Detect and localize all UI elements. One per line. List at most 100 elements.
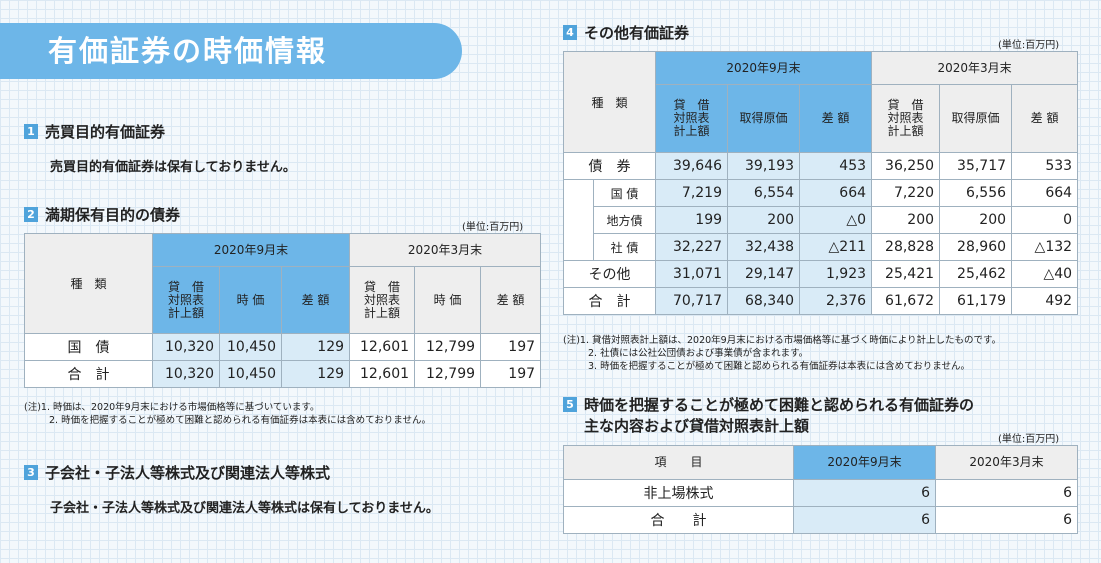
note-line: 3. 時価を把握することが極めて困難と認められる有価証券は本表には含めておりませ… — [588, 361, 971, 372]
notes: (注)1. 貸借対照表計上額は、2020年9月末における市場価格等に基づく時価に… — [563, 334, 1001, 373]
cell: 6 — [793, 479, 936, 507]
cell: 7,220 — [871, 179, 941, 207]
section-number: 1 — [24, 124, 38, 139]
row-label: 非上場株式 — [563, 479, 794, 507]
held-to-maturity-table: 種 類 2020年9月末 2020年3月末 貸 借 対照表 計上額 時 価 差 … — [24, 233, 542, 388]
item-header: 項 目 — [563, 445, 794, 480]
cell: 200 — [939, 206, 1013, 234]
section-5-heading-line2: 主な内容および貸借対照表計上額 — [584, 417, 810, 435]
cell: 664 — [1011, 179, 1079, 207]
row-label: 地方債 — [592, 206, 657, 234]
cell: 29,147 — [727, 260, 801, 288]
cell: △40 — [1011, 260, 1079, 288]
cell: 6,556 — [939, 179, 1013, 207]
section-2-heading: 2 満期保有目的の債券 — [24, 204, 180, 225]
cell: 197 — [480, 360, 542, 388]
cell: 533 — [1011, 152, 1079, 180]
fair-value-header: 時 価 — [219, 266, 282, 334]
note-line: 2. 時価を把握することが極めて困難と認められる有価証券は本表には含めておりませ… — [49, 415, 432, 426]
cell: 664 — [799, 179, 873, 207]
note-line: 2. 社債には公社公団債および事業債が含まれます。 — [588, 348, 809, 359]
section-number: 3 — [24, 465, 38, 480]
cell: 39,193 — [727, 152, 801, 180]
cell: 28,828 — [871, 233, 941, 261]
cell: 32,438 — [727, 233, 801, 261]
period-header: 2020年3月末 — [871, 51, 1079, 85]
cell: 31,071 — [655, 260, 729, 288]
cell: 200 — [871, 206, 941, 234]
table-row: 国 債 10,320 10,450 129 12,601 12,799 197 — [24, 333, 542, 361]
cell: 68,340 — [727, 287, 801, 315]
cell: 0 — [1011, 206, 1079, 234]
table-row: 債 券 39,646 39,193 453 36,250 35,717 533 — [562, 152, 1079, 180]
cell: 200 — [727, 206, 801, 234]
table-row: 非上場株式 6 6 — [563, 479, 1078, 507]
section-4-heading: 4 その他有価証券 — [563, 22, 689, 43]
other-securities-table: 種 類 2020年9月末 2020年3月末 貸 借 対照表 計上額 取得原価 差… — [562, 51, 1079, 315]
cell: 61,672 — [871, 287, 941, 315]
period-header: 2020年3月末 — [349, 233, 542, 267]
table-row: 社 債 32,227 32,438 △211 28,828 28,960 △13… — [564, 233, 1079, 261]
cell: 39,646 — [655, 152, 729, 180]
table-row: 地方債 199 200 △0 200 200 0 — [564, 206, 1079, 234]
unlisted-securities-table: 項 目 2020年9月末 2020年3月末 非上場株式 6 6 合 計 6 6 — [563, 445, 1078, 534]
period-header: 2020年9月末 — [793, 445, 936, 480]
cell: 25,421 — [871, 260, 941, 288]
book-value-header: 貸 借 対照表 計上額 — [152, 266, 220, 334]
section-1-heading: 1 売買目的有価証券 — [24, 121, 165, 142]
cell: △132 — [1011, 233, 1079, 261]
book-value-header: 貸 借 対照表 計上額 — [349, 266, 416, 334]
book-value-header: 貸 借 対照表 計上額 — [655, 84, 729, 153]
cell: 492 — [1011, 287, 1079, 315]
cell: 12,799 — [414, 333, 482, 361]
table-row: 合 計 10,320 10,450 129 12,601 12,799 197 — [24, 360, 542, 388]
cell: 7,219 — [655, 179, 729, 207]
row-label: その他 — [562, 260, 657, 288]
period-header: 2020年9月末 — [655, 51, 873, 85]
section-title: 時価を把握することが極めて困難と認められる有価証券の — [584, 396, 975, 414]
cell: 6 — [793, 506, 936, 534]
cell: 70,717 — [655, 287, 729, 315]
table-row: 合 計 70,717 68,340 2,376 61,672 61,179 49… — [562, 287, 1079, 315]
cell: 129 — [280, 333, 351, 361]
unit-label: (単位:百万円) — [998, 434, 1060, 445]
section-title: 子会社・子法人等株式及び関連法人等株式 — [45, 464, 331, 482]
cell: 199 — [655, 206, 729, 234]
cell: 35,717 — [939, 152, 1013, 180]
section-title: 売買目的有価証券 — [45, 123, 166, 141]
row-label: 社 債 — [592, 233, 657, 261]
cost-header: 取得原価 — [939, 84, 1013, 153]
period-header: 2020年9月末 — [151, 233, 351, 267]
difference-header: 差 額 — [1011, 84, 1079, 153]
book-value-header: 貸 借 対照表 計上額 — [871, 84, 941, 153]
cell: 36,250 — [871, 152, 941, 180]
cell: 32,227 — [655, 233, 729, 261]
notes: (注)1. 時価は、2020年9月末における市場価格等に基づいています。 2. … — [24, 401, 431, 427]
section-number: 4 — [563, 25, 577, 40]
cell: 12,799 — [414, 360, 482, 388]
unit-label: (単位:百万円) — [998, 40, 1060, 51]
cost-header: 取得原価 — [727, 84, 801, 153]
page-title: 有価証券の時価情報 — [0, 23, 462, 79]
cell: 10,450 — [219, 333, 282, 361]
row-label: 合 計 — [563, 506, 794, 534]
cell: △211 — [799, 233, 873, 261]
row-label: 国 債 — [24, 333, 153, 361]
section-number: 2 — [24, 207, 38, 222]
row-label: 合 計 — [24, 360, 153, 388]
cell: 453 — [799, 152, 873, 180]
section-title: その他有価証券 — [584, 24, 690, 42]
table-row: 合 計 6 6 — [563, 506, 1078, 534]
section-1-text: 売買目的有価証券は保有しておりません。 — [50, 160, 296, 175]
cell: 28,960 — [939, 233, 1013, 261]
cell: △0 — [799, 206, 873, 234]
cell: 10,450 — [219, 360, 282, 388]
difference-header: 差 額 — [799, 84, 873, 153]
section-number: 5 — [563, 397, 577, 412]
type-header: 種 類 — [24, 233, 153, 334]
cell: 10,320 — [152, 333, 220, 361]
cell: 12,601 — [349, 333, 416, 361]
cell: 197 — [480, 333, 542, 361]
row-label: 合 計 — [562, 287, 657, 315]
row-label: 債 券 — [562, 152, 657, 180]
